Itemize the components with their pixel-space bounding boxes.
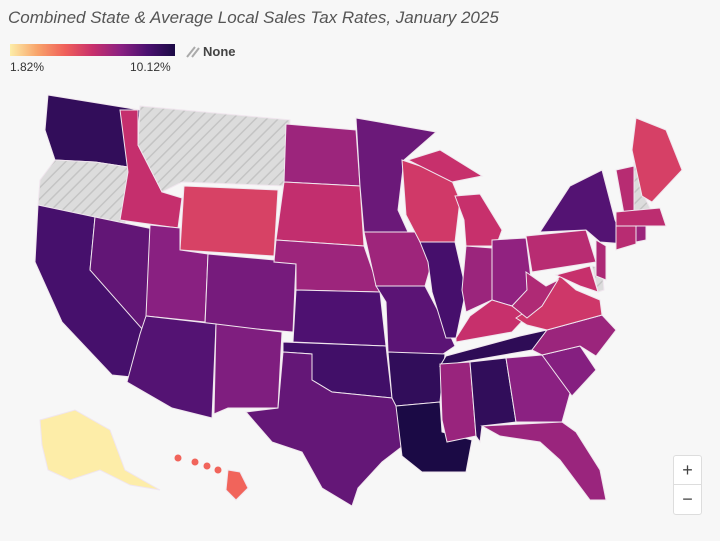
state-pa[interactable] bbox=[525, 229, 597, 273]
state-co[interactable] bbox=[204, 253, 297, 333]
zoom-controls: + − bbox=[673, 455, 702, 515]
legend-min: 1.82% bbox=[10, 60, 45, 74]
legend-none: None bbox=[186, 44, 236, 59]
state-me[interactable] bbox=[631, 117, 683, 203]
state-ak[interactable] bbox=[39, 409, 161, 491]
state-ma[interactable] bbox=[615, 207, 667, 227]
state-wv[interactable] bbox=[511, 271, 560, 319]
zoom-out-button[interactable]: − bbox=[682, 488, 693, 509]
state-nj[interactable] bbox=[595, 239, 607, 281]
state-in[interactable] bbox=[461, 245, 493, 313]
state-hi-island[interactable] bbox=[191, 458, 199, 466]
state-hi-island[interactable] bbox=[174, 454, 182, 462]
state-ia[interactable] bbox=[363, 231, 433, 287]
state-hi[interactable] bbox=[225, 469, 249, 501]
color-legend: 1.82% 10.12% bbox=[10, 44, 175, 74]
state-hi-island[interactable] bbox=[214, 466, 222, 474]
state-mi[interactable] bbox=[406, 149, 484, 183]
state-ct[interactable] bbox=[615, 225, 637, 251]
state-mn[interactable] bbox=[355, 117, 438, 233]
state-mo[interactable] bbox=[375, 285, 456, 357]
state-tx[interactable] bbox=[245, 351, 409, 507]
state-mi[interactable] bbox=[454, 193, 503, 247]
state-la[interactable] bbox=[395, 401, 473, 473]
state-ks[interactable] bbox=[292, 289, 387, 347]
state-id[interactable] bbox=[119, 109, 183, 229]
state-ar[interactable] bbox=[387, 351, 446, 407]
state-hi-island[interactable] bbox=[203, 462, 211, 470]
state-nd[interactable] bbox=[283, 123, 361, 187]
state-ms[interactable] bbox=[439, 361, 477, 443]
legend-max: 10.12% bbox=[130, 60, 171, 74]
state-fl[interactable] bbox=[480, 421, 607, 501]
state-nm[interactable] bbox=[213, 323, 283, 415]
state-ri[interactable] bbox=[635, 225, 647, 243]
legend-none-label: None bbox=[203, 44, 236, 59]
map-title: Combined State & Average Local Sales Tax… bbox=[8, 8, 499, 27]
zoom-in-button[interactable]: + bbox=[674, 456, 701, 485]
state-mt[interactable] bbox=[137, 105, 291, 193]
state-wy[interactable] bbox=[179, 185, 279, 257]
state-vt[interactable] bbox=[615, 165, 635, 215]
hatch-icon bbox=[186, 45, 200, 58]
state-il[interactable] bbox=[419, 241, 467, 339]
state-sd[interactable] bbox=[275, 181, 365, 247]
legend-gradient bbox=[10, 44, 175, 56]
